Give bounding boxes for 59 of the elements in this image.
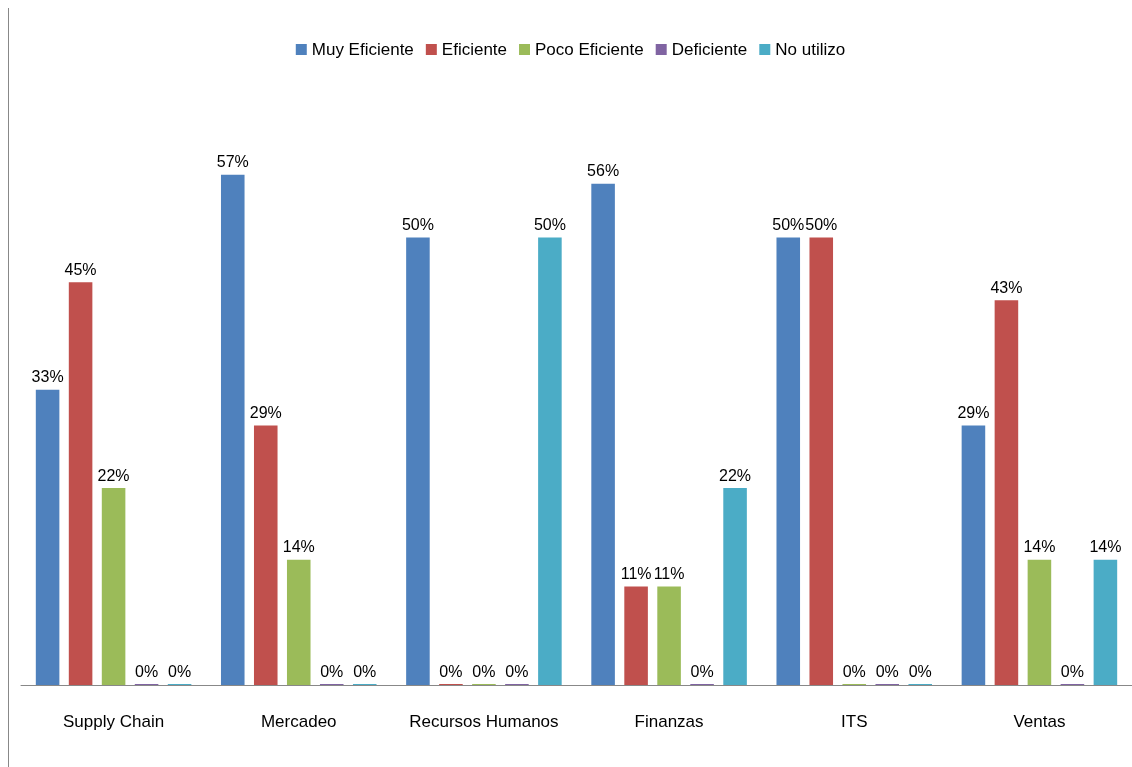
legend-label: Eficiente [441, 40, 508, 59]
data-label: 14% [1089, 538, 1122, 556]
data-label: 33% [31, 368, 64, 386]
x-tick-label: ITS [841, 712, 868, 731]
data-label: 0% [842, 662, 866, 680]
legend-label: Muy Eficiente [311, 40, 414, 59]
data-label: 0% [875, 662, 899, 680]
bar [994, 300, 1019, 685]
data-label: 43% [990, 278, 1023, 296]
data-label: 0% [320, 662, 344, 680]
data-label: 0% [908, 662, 932, 680]
bar [961, 425, 986, 685]
data-label: 22% [97, 466, 130, 484]
legend-label: No utilizo [775, 40, 846, 59]
data-label: 29% [249, 403, 282, 421]
bar [220, 174, 245, 685]
x-tick-label: Mercadeo [260, 712, 337, 731]
bar [591, 183, 615, 685]
data-label: 11% [620, 565, 652, 583]
data-label: 11% [653, 565, 685, 583]
data-label: 0% [168, 662, 192, 680]
data-label: 0% [135, 662, 159, 680]
bar [101, 488, 126, 685]
bar [809, 237, 834, 685]
bar [406, 237, 430, 685]
bar [68, 282, 93, 685]
data-label: 50% [533, 216, 566, 233]
data-label: 57% [216, 153, 249, 171]
legend-label: Deficiente [671, 40, 748, 59]
data-label: 0% [1060, 662, 1084, 680]
data-label: 45% [64, 260, 97, 278]
bar [35, 389, 60, 685]
bar [1093, 559, 1118, 685]
x-tick-label: Finanzas [634, 712, 704, 731]
data-label: 14% [1023, 538, 1056, 556]
legend-label: Poco Eficiente [535, 40, 644, 59]
bar [1027, 559, 1052, 685]
bar [253, 425, 278, 685]
data-label: 14% [282, 538, 315, 556]
data-label: 0% [439, 662, 463, 680]
data-label: 29% [957, 403, 990, 421]
data-label: 0% [472, 662, 496, 680]
bar [538, 237, 562, 685]
bar [624, 586, 648, 685]
data-label: 56% [587, 162, 620, 180]
bar [723, 488, 747, 685]
data-label: 0% [505, 662, 529, 680]
data-label: 0% [690, 662, 714, 680]
bar [657, 586, 681, 685]
x-tick-label: Ventas [1013, 712, 1066, 731]
data-label: 50% [772, 216, 805, 233]
bar [286, 559, 311, 685]
x-tick-label: Supply Chain [63, 712, 165, 731]
data-label: 0% [353, 662, 377, 680]
bar [776, 237, 801, 685]
x-tick-label: Recursos Humanos [409, 712, 559, 731]
data-label: 50% [401, 216, 434, 233]
data-label: 22% [719, 466, 752, 484]
data-label: 50% [805, 216, 838, 233]
